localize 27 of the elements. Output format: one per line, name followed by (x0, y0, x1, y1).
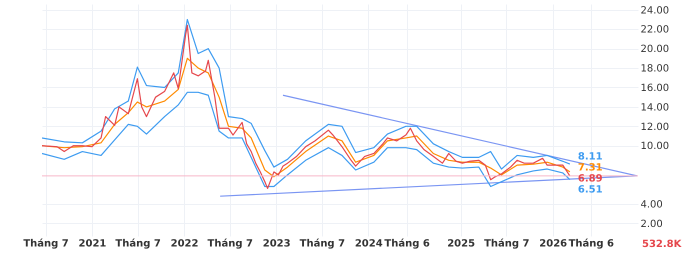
x-tick-label: 2026 (539, 238, 568, 250)
data-label: 6.51 (578, 184, 603, 196)
y-tick-label: 14.00 (640, 102, 670, 114)
y-tick-label: 20.00 (640, 44, 670, 56)
x-tick-label: Tháng 7 (115, 238, 161, 250)
x-tick-label: 2022 (170, 238, 199, 250)
y-tick-label: 12.00 (640, 122, 670, 133)
x-tick-label: 2023 (262, 238, 291, 250)
x-tick-label: 2025 (447, 238, 476, 250)
x-tick-label: Tháng 7 (300, 238, 346, 250)
x-tick-label: 2021 (78, 238, 106, 250)
y-tick-label: 10.00 (640, 141, 670, 152)
data-label: 8.11 (578, 151, 603, 162)
data-label: 7.31 (578, 162, 603, 174)
x-tick-label: Tháng 6 (384, 238, 430, 250)
x-tick-label: Tháng 7 (23, 238, 69, 250)
x-tick-label: Tháng 7 (484, 238, 530, 250)
x-tick-label: 2024 (354, 238, 383, 250)
y-tick-label: 2.00 (640, 218, 663, 230)
y-tick-label: 4.00 (640, 199, 663, 210)
y-tick-label: 24.00 (640, 5, 670, 16)
text: 532.8K (642, 239, 683, 250)
y-tick-label: 22.00 (640, 24, 670, 36)
y-tick-label: 18.00 (640, 64, 670, 75)
y-tick-label: 16.00 (640, 82, 670, 94)
x-tick-label: Tháng 6 (568, 238, 614, 250)
x-tick-label: Tháng 7 (208, 238, 253, 250)
